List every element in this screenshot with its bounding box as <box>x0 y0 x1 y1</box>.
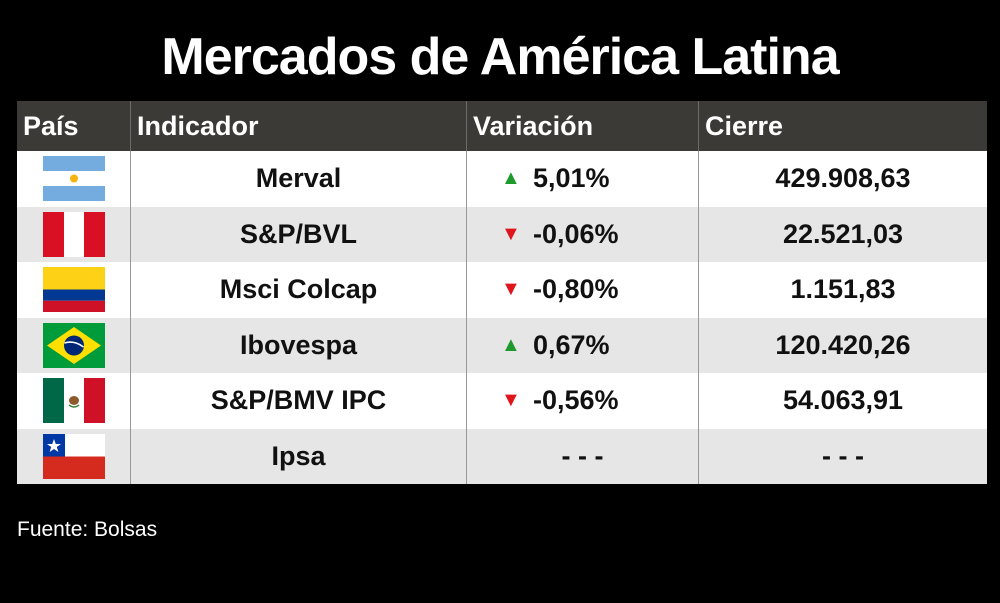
down-arrow-icon: ▼ <box>501 389 521 412</box>
table-row: Msci Colcap ▼ -0,80% 1.151,83 <box>17 262 987 318</box>
up-arrow-icon: ▲ <box>501 333 521 356</box>
close-value: 54.063,91 <box>782 385 904 416</box>
flag-cell <box>17 373 131 429</box>
source-note: Fuente: Bolsas <box>17 518 158 541</box>
variation-value: 0,67% <box>533 329 610 360</box>
header-indicador: Indicador <box>131 101 467 151</box>
indicator-name: Ibovespa <box>131 317 467 373</box>
up-arrow-icon: ▲ <box>501 167 521 190</box>
table-row: S&P/BVL ▼ -0,06% 22.521,03 <box>17 206 987 262</box>
peru-flag-icon <box>42 211 105 257</box>
markets-table: País Indicador Variación Cierre Merval ▲… <box>17 101 987 484</box>
header-pais: País <box>17 101 131 151</box>
header-cierre: Cierre <box>705 110 784 141</box>
table-row: Ibovespa ▲ 0,67% 120.420,26 <box>17 317 987 373</box>
variation-cell: ▼ -0,80% <box>467 262 699 318</box>
table-header: País Indicador Variación Cierre <box>17 101 987 151</box>
table-row: Merval ▲ 5,01% 429.908,63 <box>17 151 987 207</box>
flag-cell <box>17 428 131 484</box>
variation-value: -0,80% <box>533 274 619 305</box>
brazil-flag-icon <box>42 322 105 368</box>
page-title: Mercados de América Latina <box>161 28 839 86</box>
variation-cell: ▲ 0,67% <box>467 317 699 373</box>
chile-flag-icon <box>42 433 105 479</box>
indicator-name: S&P/BVL <box>131 206 467 262</box>
indicator-name: Merval <box>131 151 467 207</box>
table-row: S&P/BMV IPC ▼ -0,56% 54.063,91 <box>17 373 987 429</box>
variation-value: 5,01% <box>533 163 610 194</box>
down-arrow-icon: ▼ <box>501 278 521 301</box>
close-value: - - - <box>822 440 864 471</box>
flag-cell <box>17 206 131 262</box>
close-value: 1.151,83 <box>790 274 896 305</box>
close-value: 22.521,03 <box>782 218 904 249</box>
indicator-name: Msci Colcap <box>131 262 467 318</box>
flag-cell <box>17 317 131 373</box>
mexico-flag-icon <box>42 378 105 424</box>
flag-cell <box>17 151 131 207</box>
indicator-name: S&P/BMV IPC <box>131 373 467 429</box>
variation-value: -0,06% <box>533 218 619 249</box>
flag-cell <box>17 262 131 318</box>
variation-value: - - - <box>467 428 699 484</box>
indicator-name: Ipsa <box>131 428 467 484</box>
variation-cell: ▲ 5,01% <box>467 151 699 207</box>
variation-cell: ▼ -0,06% <box>467 206 699 262</box>
close-value: 429.908,63 <box>775 163 911 194</box>
colombia-flag-icon <box>42 267 105 313</box>
header-variacion: Variación <box>467 101 699 151</box>
argentina-flag-icon <box>42 156 105 202</box>
down-arrow-icon: ▼ <box>501 222 521 245</box>
variation-value: -0,56% <box>533 385 619 416</box>
close-value: 120.420,26 <box>775 329 911 360</box>
variation-cell: ▼ -0,56% <box>467 373 699 429</box>
table-row: Ipsa - - - - - - <box>17 428 987 484</box>
